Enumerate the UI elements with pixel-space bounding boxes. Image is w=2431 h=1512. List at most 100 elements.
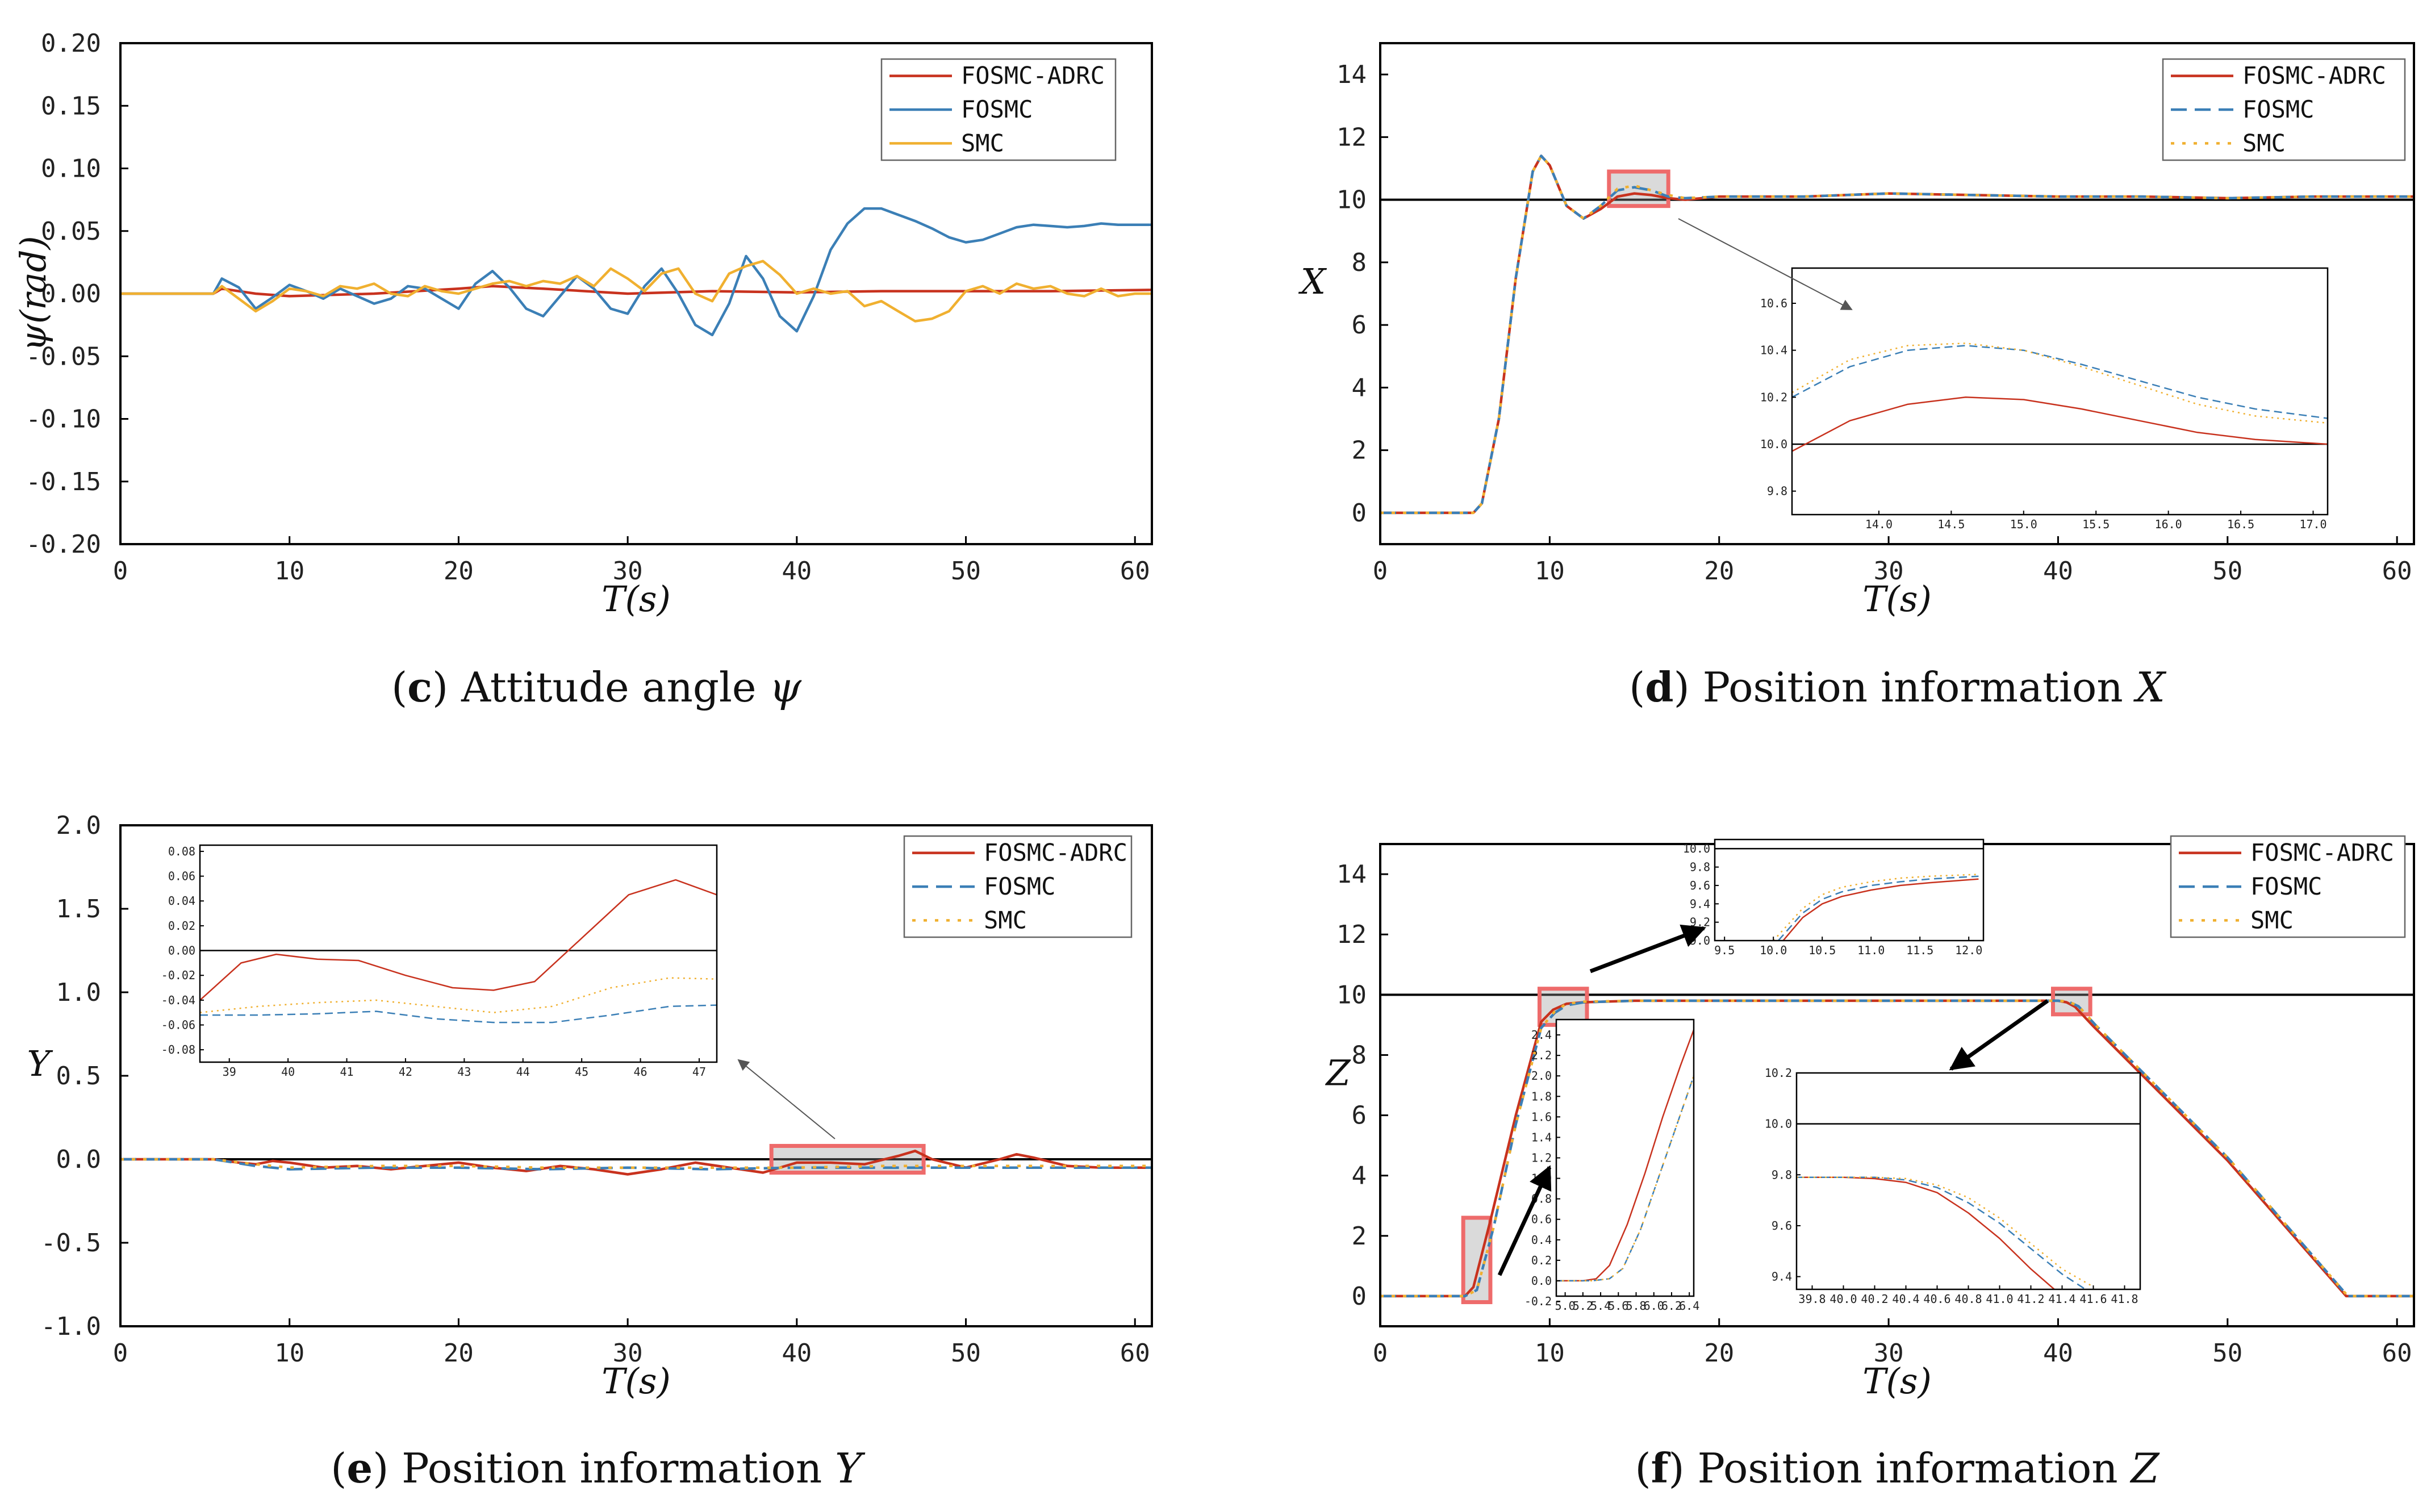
- x-axis-label: T(s): [602, 578, 671, 620]
- y-tick-label: -0.15: [26, 467, 101, 496]
- legend-label: FOSMC-ADRC: [984, 839, 1127, 867]
- series-line-smc: [1797, 1176, 2094, 1288]
- x-tick-label: 60: [2382, 1339, 2412, 1368]
- inset-frame: [1791, 267, 2329, 516]
- x-tick-label: 40: [782, 1339, 812, 1368]
- inset-y-tick-label: 2.4: [1531, 1028, 1552, 1042]
- inset-y-tick-label: 9.8: [1690, 861, 1710, 874]
- series-line-fosmc-adrc: [200, 879, 717, 1001]
- inset-x-tick-label: 12.0: [1955, 943, 1982, 957]
- zoom-inset: 5.05.25.45.65.86.06.26.42.42.22.01.81.61…: [1524, 1018, 1699, 1313]
- caption-text: Position information: [1698, 1444, 2118, 1492]
- inset-y-tick-label: 0.06: [168, 870, 195, 883]
- inset-x-tick-label: 42: [399, 1065, 412, 1079]
- inset-y-tick-label: 1.2: [1531, 1151, 1552, 1165]
- chart-c: 0 10 20 30 40 50 60 0.20 0.15 0.10 0.05 0.00 -0.05 -0…: [12, 29, 1153, 711]
- inset-y-tick-label: 0.00: [168, 944, 195, 958]
- x-tick-label: 40: [2043, 557, 2073, 586]
- y-tick-label: 0: [1352, 1282, 1367, 1311]
- series-line-fosmc: [120, 1158, 1152, 1171]
- legend-label: FOSMC-ADRC: [2242, 62, 2386, 90]
- x-axis-label: T(s): [1862, 578, 1932, 620]
- inset-x-tick-label: 6.4: [1679, 1299, 1699, 1313]
- y-tick-label: -1.0: [41, 1312, 101, 1341]
- x-tick-label: 50: [2212, 1339, 2242, 1368]
- caption-symbol: ψ: [769, 663, 802, 711]
- inset-x-tick-label: 11.0: [1857, 943, 1885, 957]
- inset-x-tick-label: 45: [575, 1065, 588, 1079]
- y-tick-label: 0: [1352, 499, 1367, 528]
- inset-x-tick-label: 14.0: [1865, 517, 1893, 531]
- inset-x-tick-label: 6.0: [1644, 1299, 1664, 1313]
- inset-x-tick-label: 16.0: [2155, 517, 2182, 531]
- inset-x-tick-label: 40.4: [1892, 1292, 1919, 1306]
- figure-caption: (e) Position information Y: [331, 1444, 866, 1492]
- inset-y-tick-label: 0.2: [1531, 1254, 1552, 1267]
- inset-x-tick-label: 40.2: [1861, 1292, 1888, 1306]
- inset-y-tick-label: 2.0: [1531, 1069, 1552, 1083]
- x-tick-label: 30: [613, 1339, 643, 1368]
- caption-letter: d: [1645, 663, 1673, 711]
- caption-symbol: Z: [2130, 1444, 2161, 1492]
- zoom-pointer-arrow: [1678, 218, 1853, 310]
- inset-x-tick-label: 47: [692, 1065, 706, 1079]
- series-line-smc: [1773, 874, 1979, 941]
- plot-frame: [1379, 42, 2415, 545]
- inset-x-tick-label: 40.6: [1923, 1292, 1950, 1306]
- zoom-pointer-arrow: [1949, 999, 2049, 1071]
- zoom-inset: 39.8 40.0 40.2 40.4 40.6 40.8 41.0 41.2 41.4 41.6…: [1765, 1066, 2141, 1306]
- x-tick-label: 0: [113, 1339, 128, 1368]
- inset-y-tick-label: 0.4: [1531, 1233, 1552, 1247]
- y-tick-label: 1.0: [56, 978, 101, 1007]
- y-axis-label: Y: [27, 1043, 53, 1084]
- legend-label: SMC: [2242, 129, 2286, 157]
- inset-y-tick-label: 9.4: [1690, 897, 1710, 910]
- zoom-inset: 39 40 41 42 43 44 45 46 47 0.08 0.06 0.04 0.02 0.00 -0…: [161, 844, 718, 1079]
- inset-y-tick-label: 10.0: [1765, 1117, 1792, 1131]
- inset-y-tick-label: 0.6: [1531, 1213, 1552, 1226]
- inset-y-tick-label: -0.06: [161, 1018, 195, 1032]
- x-tick-label: 30: [1874, 557, 1904, 586]
- inset-y-tick-label: 0.08: [168, 845, 195, 858]
- series-line-fosmc-adrc: [1782, 878, 1979, 941]
- inset-frame: [1714, 838, 1985, 942]
- x-tick-label: 20: [1704, 1339, 1734, 1368]
- series-line-smc: [120, 1158, 1152, 1169]
- inset-x-tick-label: 41.2: [2017, 1292, 2044, 1306]
- inset-x-tick-label: 41.4: [2048, 1292, 2075, 1306]
- inset-y-tick-label: 10.0: [1683, 842, 1710, 855]
- inset-x-tick-label: 39: [223, 1065, 236, 1079]
- caption-symbol: Y: [835, 1444, 866, 1492]
- y-tick-label: -0.5: [41, 1229, 101, 1258]
- y-tick-label: 8: [1352, 248, 1367, 277]
- inset-x-tick-label: 46: [634, 1065, 648, 1079]
- inset-x-tick-label: 14.5: [1937, 517, 1965, 531]
- legend-label: FOSMC: [984, 872, 1055, 900]
- inset-y-tick-label: -0.04: [161, 993, 195, 1007]
- x-tick-label: 30: [1874, 1339, 1904, 1368]
- inset-x-tick-label: 40: [281, 1065, 295, 1079]
- caption-letter: e: [346, 1444, 373, 1492]
- inset-y-tick-label: 9.6: [1772, 1219, 1792, 1233]
- y-tick-label: -0.10: [26, 405, 101, 434]
- y-tick-label: 12: [1336, 920, 1367, 949]
- series-line-fosmc-adrc: [120, 285, 1152, 298]
- inset-y-tick-label: 0.02: [168, 919, 195, 933]
- x-tick-label: 0: [1373, 557, 1388, 586]
- inset-y-tick-label: 1.6: [1531, 1110, 1552, 1123]
- inset-x-tick-label: 43: [457, 1065, 471, 1079]
- inset-x-tick-label: 9.5: [1714, 943, 1735, 957]
- inset-y-tick-label: 10.2: [1765, 1066, 1792, 1080]
- series-line-smc: [1380, 999, 2414, 1298]
- zoom-highlight-box: [2050, 987, 2092, 1017]
- inset-frame: [199, 844, 718, 1063]
- chart-e: 0 10 20 30 40 50 60 2.0 1.5 1.0 0.5 0.0 -0.5 -1.0 T(s)…: [27, 811, 1153, 1492]
- y-tick-label: -0.05: [26, 342, 101, 371]
- inset-y-tick-label: 9.0: [1690, 934, 1710, 947]
- y-tick-label: 8: [1352, 1041, 1367, 1070]
- y-tick-label: 0.10: [41, 154, 101, 183]
- zoom-pointer-arrow: [737, 1059, 836, 1139]
- y-axis-label: X: [1298, 261, 1327, 302]
- x-tick-label: 20: [444, 557, 474, 586]
- inset-x-tick-label: 10.5: [1808, 943, 1836, 957]
